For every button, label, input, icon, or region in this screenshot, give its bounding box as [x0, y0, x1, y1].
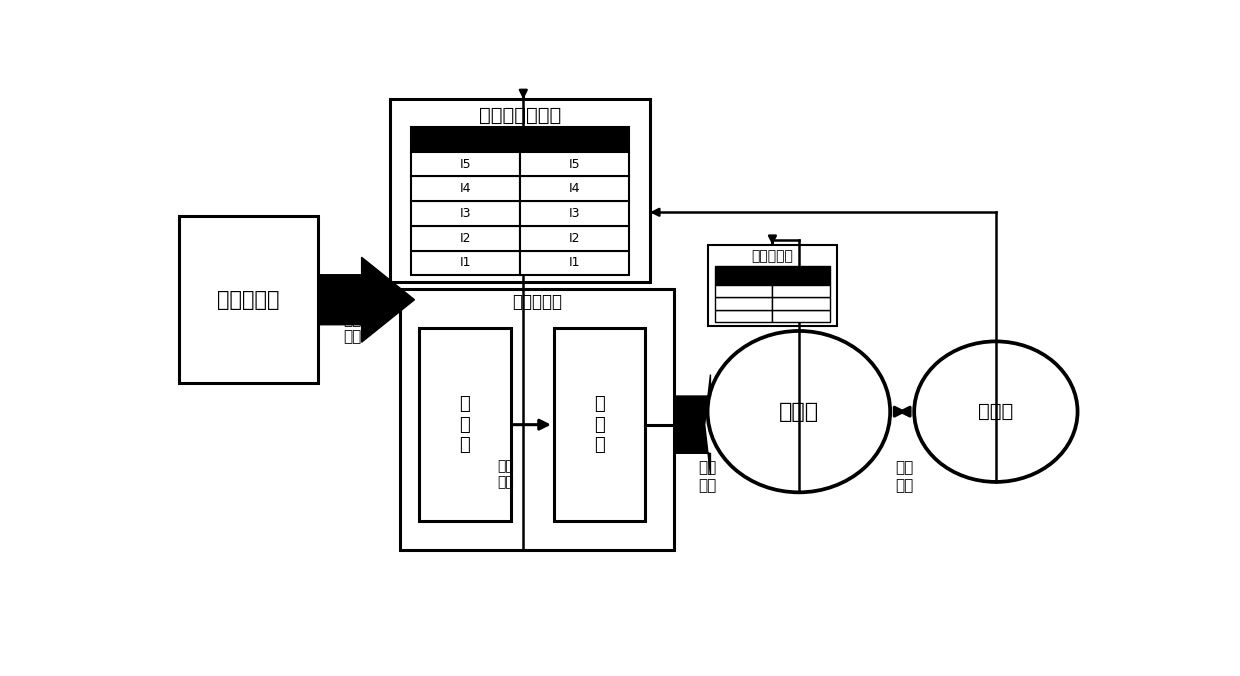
Text: I1: I1	[460, 256, 471, 270]
FancyBboxPatch shape	[521, 251, 629, 275]
Text: I2: I2	[569, 232, 580, 245]
FancyBboxPatch shape	[521, 201, 629, 226]
FancyBboxPatch shape	[412, 127, 629, 151]
Text: 指令
扭矩: 指令 扭矩	[343, 312, 361, 345]
FancyBboxPatch shape	[401, 289, 675, 550]
Text: 电动机: 电动机	[779, 402, 818, 422]
Text: I4: I4	[460, 183, 471, 195]
FancyBboxPatch shape	[412, 226, 521, 251]
FancyBboxPatch shape	[521, 176, 629, 201]
FancyBboxPatch shape	[715, 266, 830, 285]
Text: I1: I1	[569, 256, 580, 270]
FancyBboxPatch shape	[773, 297, 830, 310]
Text: 控
制
板: 控 制 板	[460, 395, 470, 454]
FancyBboxPatch shape	[179, 216, 319, 383]
Text: 控制
电流: 控制 电流	[497, 459, 515, 489]
Text: I4: I4	[569, 183, 580, 195]
Text: I5: I5	[460, 158, 471, 170]
FancyBboxPatch shape	[773, 310, 830, 322]
Text: 台架控制器: 台架控制器	[217, 290, 280, 310]
FancyBboxPatch shape	[708, 245, 837, 326]
Text: 第一对应关系表: 第一对应关系表	[479, 105, 562, 124]
Ellipse shape	[708, 331, 890, 492]
FancyBboxPatch shape	[554, 329, 645, 521]
FancyBboxPatch shape	[715, 285, 773, 297]
Text: 测功机: 测功机	[978, 402, 1013, 421]
Polygon shape	[675, 375, 711, 475]
FancyBboxPatch shape	[521, 226, 629, 251]
FancyBboxPatch shape	[391, 99, 650, 281]
FancyBboxPatch shape	[773, 285, 830, 297]
FancyBboxPatch shape	[521, 151, 629, 176]
Text: 机械
扭矩: 机械 扭矩	[895, 460, 914, 493]
Text: 电机控制器: 电机控制器	[512, 293, 562, 312]
FancyBboxPatch shape	[412, 176, 521, 201]
Text: 三相
电流: 三相 电流	[698, 460, 717, 493]
FancyBboxPatch shape	[419, 329, 511, 521]
FancyBboxPatch shape	[715, 310, 773, 322]
Text: I3: I3	[460, 207, 471, 220]
FancyBboxPatch shape	[715, 297, 773, 310]
Polygon shape	[319, 258, 414, 342]
FancyBboxPatch shape	[412, 151, 521, 176]
FancyBboxPatch shape	[412, 251, 521, 275]
Ellipse shape	[914, 341, 1078, 482]
Text: I3: I3	[569, 207, 580, 220]
Text: 标准参数表: 标准参数表	[751, 249, 794, 264]
Text: I2: I2	[460, 232, 471, 245]
Text: I5: I5	[569, 158, 580, 170]
Text: 驱
动
板: 驱 动 板	[594, 395, 605, 454]
FancyBboxPatch shape	[412, 201, 521, 226]
